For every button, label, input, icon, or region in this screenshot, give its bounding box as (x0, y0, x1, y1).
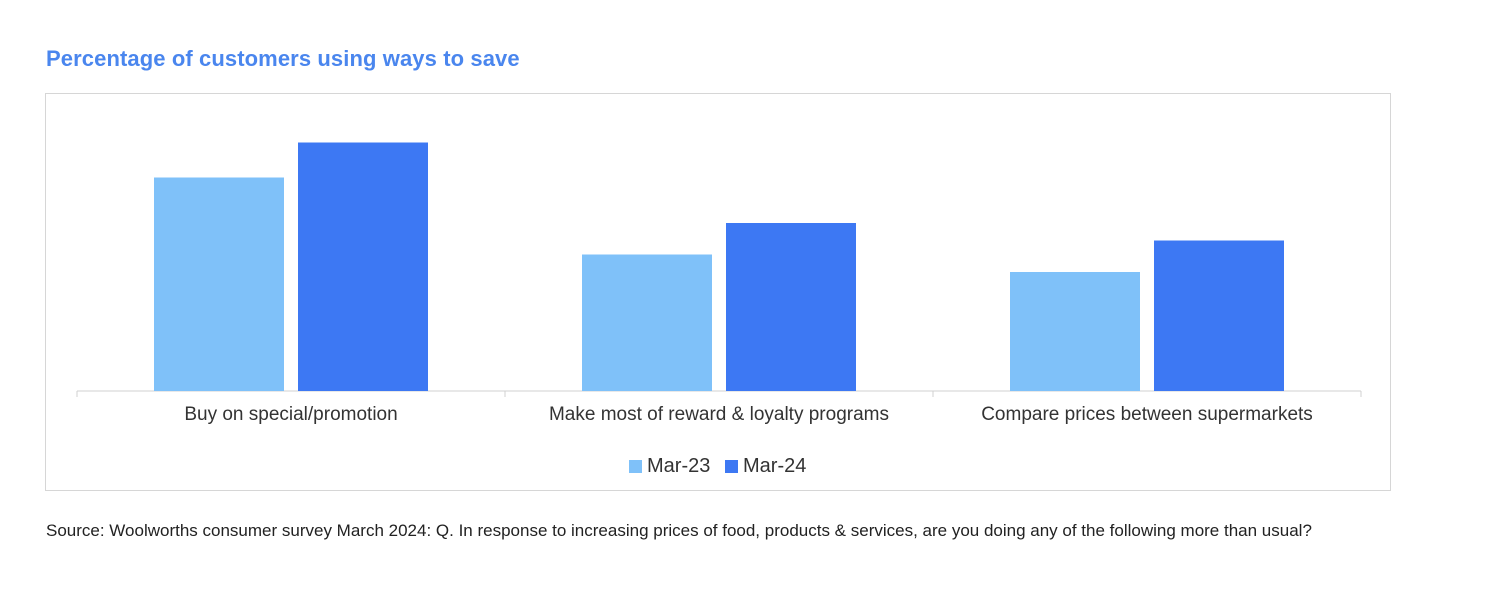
x-tick-label: Compare prices between supermarkets (981, 404, 1313, 425)
chart-title: Percentage of customers using ways to sa… (46, 46, 520, 71)
bar-mar-23-3 (1010, 272, 1140, 391)
bar-mar-23-1 (154, 177, 284, 391)
bar-mar-24-1 (298, 142, 428, 391)
bar-mar-24-3 (1154, 240, 1284, 391)
x-tick-label: Make most of reward & loyalty programs (549, 404, 889, 425)
bar-mar-24-2 (726, 223, 856, 391)
source-note: Source: Woolworths consumer survey March… (46, 521, 1312, 540)
legend-swatch-mar-23 (629, 460, 642, 473)
bar-mar-23-2 (582, 254, 712, 391)
legend-swatch-mar-24 (725, 460, 738, 473)
chart-frame: Buy on special/promotion Make most of rew… (45, 93, 1391, 491)
legend-label: Mar-23 (647, 455, 710, 477)
legend-label: Mar-24 (743, 455, 806, 477)
bar-chart: Buy on special/promotion Make most of rew… (76, 142, 1362, 477)
x-tick-label: Buy on special/promotion (184, 404, 397, 425)
